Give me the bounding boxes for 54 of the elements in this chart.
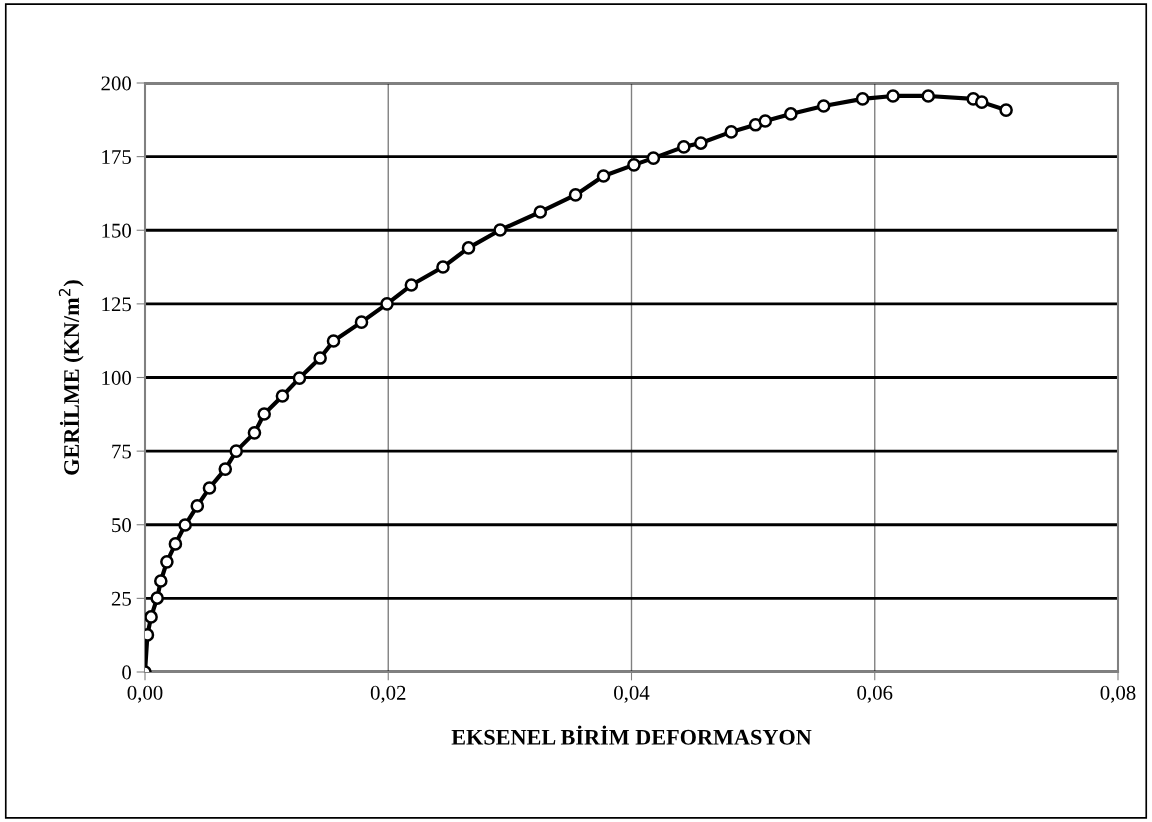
point	[627, 158, 641, 172]
point	[694, 136, 708, 150]
point	[974, 95, 989, 109]
y-tick-label: 25	[111, 591, 131, 606]
point	[921, 89, 936, 103]
x-axis-title: EKSENEL BİRİM DEFORMASYON	[451, 725, 812, 745]
y-tick-label: 100	[102, 370, 132, 385]
point	[150, 591, 164, 605]
point	[493, 223, 507, 237]
point	[313, 351, 327, 365]
point	[354, 315, 369, 329]
y-tick-label: 150	[102, 223, 132, 238]
point	[190, 499, 205, 513]
y-tick-label: 125	[102, 297, 131, 312]
point	[178, 518, 192, 532]
x-tick-label: 0,04	[614, 685, 650, 703]
point	[326, 334, 341, 348]
point	[886, 89, 900, 103]
point	[168, 537, 183, 551]
point	[676, 140, 691, 154]
point	[404, 278, 419, 292]
point	[855, 92, 870, 106]
point	[160, 555, 174, 569]
x-tick-label: 0,02	[370, 685, 406, 703]
y-tick-label: 50	[112, 518, 132, 533]
point	[154, 574, 168, 588]
point	[292, 371, 307, 385]
point	[229, 444, 244, 458]
x-tick-label: 0,08	[1100, 685, 1136, 703]
point	[646, 151, 661, 165]
point	[533, 205, 548, 219]
point	[784, 107, 798, 121]
y-tick-label: 0	[122, 665, 132, 680]
point	[257, 407, 271, 421]
point	[202, 481, 217, 495]
point	[380, 297, 394, 311]
point	[145, 610, 158, 624]
point	[275, 389, 290, 403]
y-tick-label: 75	[112, 444, 131, 459]
point	[596, 169, 611, 183]
y-axis-title: GERİLME (KN/m$^{2}$)	[58, 280, 84, 475]
point	[724, 125, 739, 139]
point	[247, 426, 262, 440]
x-tick-label: 0,06	[857, 685, 893, 703]
point	[461, 241, 476, 255]
point	[568, 188, 583, 202]
point	[436, 260, 450, 274]
x-tick-label: 0,00	[127, 685, 163, 703]
point	[218, 462, 233, 476]
y-tick-label: 175	[102, 150, 131, 165]
y-tick-label: 200	[101, 76, 132, 91]
point	[816, 99, 831, 113]
point	[999, 103, 1013, 117]
point	[758, 114, 773, 128]
